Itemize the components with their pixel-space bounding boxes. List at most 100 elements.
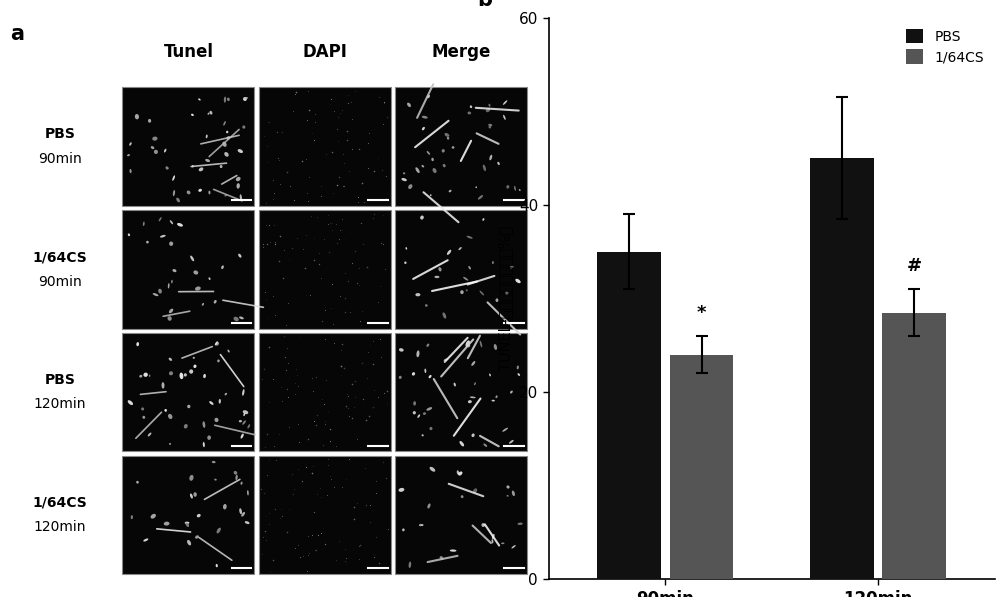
Ellipse shape	[212, 461, 216, 463]
Ellipse shape	[426, 407, 432, 411]
Ellipse shape	[424, 368, 426, 373]
Ellipse shape	[434, 276, 439, 278]
Text: a: a	[10, 23, 24, 44]
Ellipse shape	[492, 539, 493, 543]
Ellipse shape	[245, 521, 250, 524]
Text: Merge: Merge	[431, 42, 491, 60]
Ellipse shape	[193, 357, 195, 359]
Ellipse shape	[244, 97, 248, 99]
Ellipse shape	[162, 382, 164, 389]
Ellipse shape	[148, 433, 151, 436]
Ellipse shape	[209, 278, 211, 280]
Ellipse shape	[399, 376, 402, 379]
Ellipse shape	[512, 491, 515, 496]
Ellipse shape	[219, 399, 221, 404]
Ellipse shape	[131, 515, 133, 519]
Ellipse shape	[470, 396, 476, 398]
Ellipse shape	[208, 190, 210, 195]
Text: 120min: 120min	[34, 398, 86, 411]
Ellipse shape	[214, 479, 217, 481]
Ellipse shape	[189, 475, 194, 481]
Ellipse shape	[426, 344, 429, 347]
Ellipse shape	[242, 125, 245, 129]
Ellipse shape	[444, 358, 448, 361]
Ellipse shape	[128, 400, 133, 405]
Ellipse shape	[412, 372, 415, 376]
Ellipse shape	[195, 536, 199, 538]
Ellipse shape	[519, 189, 521, 191]
Ellipse shape	[243, 413, 245, 416]
Ellipse shape	[169, 358, 172, 361]
Ellipse shape	[227, 350, 230, 353]
Ellipse shape	[214, 418, 219, 422]
Ellipse shape	[136, 481, 139, 484]
Ellipse shape	[495, 298, 498, 302]
Ellipse shape	[214, 300, 217, 303]
Ellipse shape	[403, 173, 405, 174]
Ellipse shape	[241, 433, 244, 439]
Ellipse shape	[180, 373, 183, 379]
Ellipse shape	[164, 149, 166, 152]
Ellipse shape	[142, 416, 145, 419]
Ellipse shape	[474, 382, 476, 385]
Ellipse shape	[483, 444, 487, 447]
Ellipse shape	[416, 350, 420, 357]
Text: PBS: PBS	[45, 127, 75, 141]
Bar	[259, 210, 391, 328]
Ellipse shape	[226, 136, 230, 140]
Ellipse shape	[486, 108, 490, 112]
Ellipse shape	[468, 400, 472, 403]
Ellipse shape	[506, 185, 509, 189]
Ellipse shape	[517, 522, 523, 525]
Ellipse shape	[206, 134, 208, 139]
Ellipse shape	[450, 549, 456, 552]
Bar	[882, 312, 946, 579]
Ellipse shape	[237, 183, 240, 189]
Ellipse shape	[413, 411, 416, 414]
Bar	[122, 456, 254, 574]
Ellipse shape	[452, 146, 454, 149]
Ellipse shape	[184, 424, 188, 429]
Ellipse shape	[438, 267, 442, 272]
Ellipse shape	[427, 151, 430, 155]
Ellipse shape	[408, 184, 412, 189]
Ellipse shape	[488, 104, 490, 107]
Y-axis label: TUNEL-阳性细胞百分比（%）: TUNEL-阳性细胞百分比（%）	[498, 226, 513, 371]
Ellipse shape	[190, 256, 194, 261]
Ellipse shape	[226, 131, 228, 133]
Ellipse shape	[203, 442, 205, 447]
Ellipse shape	[149, 374, 150, 377]
Ellipse shape	[420, 216, 424, 220]
Ellipse shape	[419, 524, 424, 526]
Ellipse shape	[419, 524, 421, 526]
Ellipse shape	[495, 395, 498, 398]
Ellipse shape	[503, 100, 507, 105]
Ellipse shape	[497, 162, 500, 165]
Ellipse shape	[427, 503, 431, 509]
Ellipse shape	[413, 401, 416, 405]
Ellipse shape	[168, 414, 172, 419]
Ellipse shape	[478, 195, 483, 199]
Ellipse shape	[402, 528, 405, 531]
Ellipse shape	[507, 495, 509, 497]
Text: *: *	[697, 304, 706, 322]
Ellipse shape	[164, 522, 169, 525]
Ellipse shape	[225, 393, 227, 395]
Ellipse shape	[399, 348, 404, 352]
Ellipse shape	[460, 290, 464, 294]
Ellipse shape	[224, 152, 229, 156]
Ellipse shape	[510, 265, 514, 269]
Ellipse shape	[449, 190, 451, 192]
Ellipse shape	[509, 440, 514, 444]
Ellipse shape	[143, 373, 148, 377]
Bar	[259, 88, 391, 206]
Ellipse shape	[501, 543, 504, 544]
Ellipse shape	[510, 390, 513, 393]
Text: #: #	[907, 257, 922, 275]
Ellipse shape	[427, 95, 430, 99]
Ellipse shape	[185, 522, 189, 524]
Ellipse shape	[463, 277, 468, 281]
Ellipse shape	[489, 126, 491, 128]
Ellipse shape	[422, 434, 424, 436]
Ellipse shape	[128, 233, 130, 236]
